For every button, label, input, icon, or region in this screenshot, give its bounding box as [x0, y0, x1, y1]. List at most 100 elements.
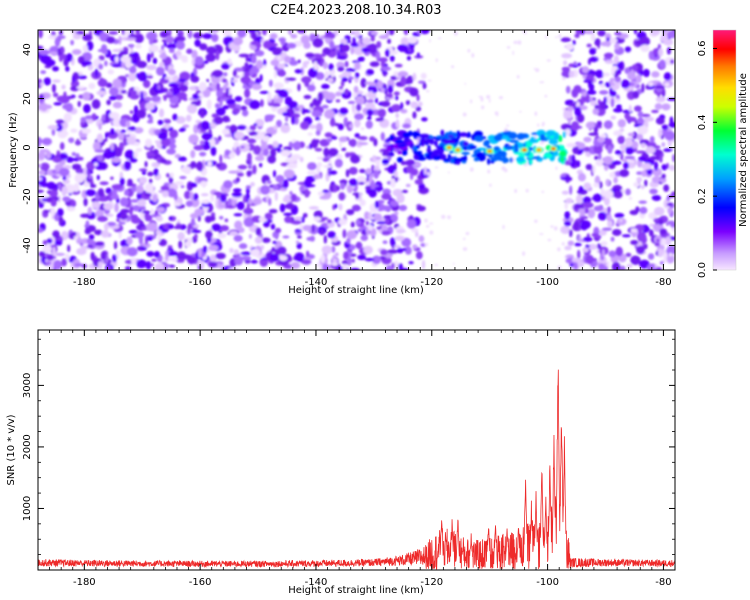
- spectrogram-cell: [365, 168, 372, 175]
- spectrogram-cell: [372, 255, 382, 265]
- spectrogram-cell: [614, 76, 621, 83]
- spectrogram-cell: [573, 61, 577, 66]
- spectrogram-cell: [407, 36, 418, 44]
- spectrogram-cell: [272, 184, 280, 191]
- spectrogram-cell: [365, 220, 369, 226]
- spectrogram-cell: [178, 240, 183, 249]
- figure-title: C2E4.2023.208.10.34.R03: [270, 3, 441, 18]
- spectrogram-cell: [319, 229, 325, 236]
- spectrogram-cell: [74, 173, 85, 184]
- spectrogram-cell: [133, 151, 139, 159]
- spectrogram-cell: [232, 36, 243, 46]
- spectrogram-cell: [147, 222, 158, 232]
- spectrogram-cell: [152, 57, 158, 65]
- spectrogram-cell: [104, 132, 109, 139]
- colorbar-label: Normalized spectral amplitude: [738, 73, 749, 227]
- spectrogram-cell: [83, 167, 87, 176]
- spectrogram-cell: [99, 31, 108, 42]
- spectrogram-cell: [585, 254, 594, 265]
- spectrogram-cell: [666, 202, 673, 207]
- spectrogram-cell: [129, 65, 137, 74]
- spectrogram-cell: [68, 137, 75, 144]
- spectrogram-cell: [386, 93, 393, 99]
- spectrogram-cell: [237, 164, 248, 170]
- snr-x-tick-label: -180: [73, 577, 96, 588]
- spectrogram-cell: [301, 216, 305, 224]
- spectrogram-cell: [241, 109, 249, 117]
- spectrogram-cell: [136, 60, 148, 69]
- spectrogram-cell: [447, 153, 451, 160]
- spectrogram-cell: [614, 212, 625, 219]
- spectrogram-cell: [582, 196, 592, 204]
- spectrogram-cell: [227, 204, 234, 209]
- spectrogram-cell: [393, 244, 401, 249]
- spectrogram-cell: [613, 177, 618, 184]
- spectrogram-cell: [612, 228, 622, 236]
- spectrogram-cell: [469, 167, 474, 172]
- spectrogram-cell: [307, 162, 317, 171]
- spectrogram-cell: [284, 55, 291, 63]
- spectrogram-cell: [250, 31, 258, 40]
- spectrogram-cell: [272, 240, 277, 245]
- spectrogram-cell: [401, 150, 408, 156]
- spectrogram-cell: [663, 184, 670, 192]
- spectrogram-cell: [245, 185, 252, 189]
- spectrogram-cell: [322, 157, 330, 162]
- spectrogram-cell: [517, 40, 522, 45]
- spectrogram-cell: [287, 30, 293, 36]
- spectrogram-cell: [209, 123, 217, 129]
- spectrogram-cell: [262, 40, 272, 49]
- spectrogram-cell: [516, 75, 520, 79]
- spectrogram-cell: [330, 69, 335, 78]
- spectrogram-cell: [90, 251, 95, 261]
- spectrogram-cell: [209, 254, 217, 264]
- spectrogram-cell: [610, 160, 622, 166]
- spectrogram-cell: [194, 233, 198, 240]
- spectrogram-cell: [126, 129, 131, 135]
- spectrogram-cell: [393, 260, 400, 270]
- spectrogram-cell: [599, 229, 607, 236]
- spectrogram-cell: [101, 230, 110, 238]
- spectrogram-cell: [165, 173, 170, 178]
- spectrogram-y-tick-label: -40: [22, 237, 33, 253]
- spectrogram-cell: [592, 193, 603, 203]
- spectrogram-cell: [595, 69, 604, 79]
- spectrogram-cell: [459, 132, 468, 137]
- spectrogram-cell: [124, 149, 135, 160]
- spectrogram-cell: [65, 102, 74, 113]
- spectrogram-cell: [38, 151, 46, 160]
- spectrogram-cell: [561, 53, 573, 59]
- spectrogram-cell: [193, 124, 199, 134]
- spectrogram-cell: [615, 246, 623, 257]
- spectrogram-cell: [41, 137, 53, 146]
- spectrogram-cell: [578, 208, 586, 214]
- spectrogram-cell: [291, 139, 297, 143]
- spectrogram-cell: [636, 245, 645, 255]
- spectrogram-cell: [125, 135, 137, 145]
- spectrogram-cell: [309, 107, 313, 112]
- spectrogram-cell: [95, 210, 101, 217]
- spectrogram-cell: [639, 206, 648, 215]
- spectrogram-cell: [223, 72, 228, 77]
- spectrogram-cell: [670, 191, 675, 197]
- spectrogram-cell: [294, 107, 300, 112]
- spectrogram-cell: [232, 107, 241, 114]
- spectrogram-cell: [342, 229, 347, 239]
- spectrogram-cell: [340, 181, 346, 190]
- spectrogram-cell: [54, 240, 63, 246]
- spectrogram-cell: [314, 99, 322, 104]
- spectrogram-cell: [141, 210, 151, 214]
- spectrogram-cell: [453, 31, 458, 36]
- spectrogram-cell: [324, 132, 333, 138]
- spectrogram-y-tick-label: 20: [22, 92, 33, 105]
- spectrogram-cell: [289, 60, 299, 66]
- spectrogram-cell: [343, 251, 349, 260]
- spectrogram-cell: [657, 248, 664, 258]
- spectrogram-cell: [282, 112, 291, 117]
- spectrogram-cell: [91, 99, 101, 110]
- spectrogram-cell: [201, 132, 213, 141]
- spectrogram-cell: [270, 223, 276, 230]
- spectrogram-cell: [382, 240, 388, 244]
- spectrogram-cell: [593, 144, 603, 155]
- spectrogram-cell: [157, 233, 161, 243]
